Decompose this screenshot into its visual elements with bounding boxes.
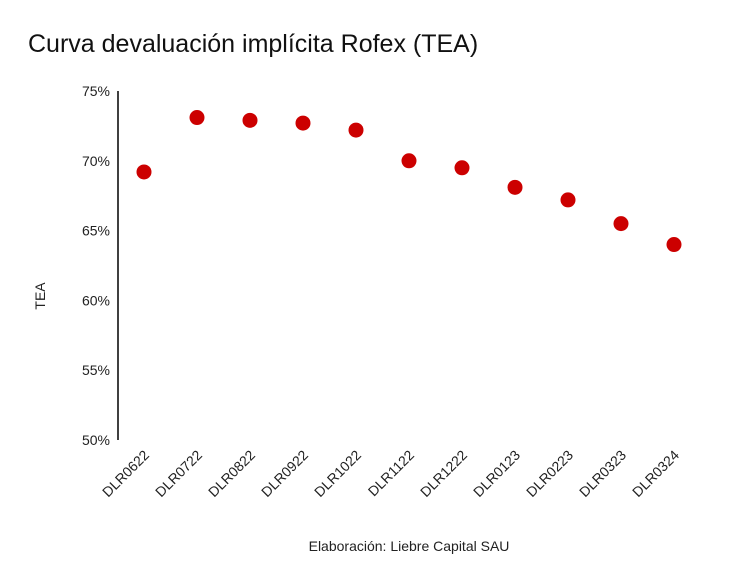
x-tick-label: DLR0722: [152, 447, 205, 500]
y-tick-label: 75%: [82, 83, 110, 99]
y-tick-label: 60%: [82, 292, 110, 308]
data-point: [560, 192, 576, 208]
x-tick-label: DLR0323: [576, 447, 629, 500]
x-tick-label: DLR0922: [258, 447, 311, 500]
x-ticks: DLR0622 DLR0722 DLR0822 DLR0922 DLR1022 DLR11…: [99, 447, 682, 500]
x-tick-label: DLR0324: [629, 447, 682, 500]
data-point: [666, 237, 682, 253]
y-axis-label: TEA: [32, 282, 48, 310]
y-tick-label: 65%: [82, 223, 110, 239]
data-point: [613, 216, 629, 232]
data-point: [242, 112, 258, 128]
data-points: [136, 110, 682, 253]
y-ticks: 50% 55% 60% 65% 70% 75%: [82, 83, 110, 448]
data-point: [136, 164, 152, 180]
data-point: [507, 179, 523, 195]
data-point: [401, 153, 417, 169]
x-tick-label: DLR1122: [365, 447, 418, 500]
chart-title: Curva devaluación implícita Rofex (TEA): [28, 30, 479, 58]
data-point: [189, 110, 205, 126]
x-tick-label: DLR0622: [99, 447, 152, 500]
x-tick-label: DLR1222: [417, 447, 470, 500]
data-point: [454, 160, 470, 176]
x-tick-label: DLR1022: [311, 447, 364, 500]
y-tick-label: 50%: [82, 432, 110, 448]
data-point: [348, 122, 364, 138]
y-tick-label: 70%: [82, 153, 110, 169]
chart-caption: Elaboración: Liebre Capital SAU: [309, 538, 510, 554]
y-tick-label: 55%: [82, 362, 110, 378]
x-tick-label: DLR0223: [523, 447, 576, 500]
x-tick-label: DLR0822: [205, 447, 258, 500]
data-point: [295, 115, 311, 131]
x-tick-label: DLR0123: [470, 447, 523, 500]
